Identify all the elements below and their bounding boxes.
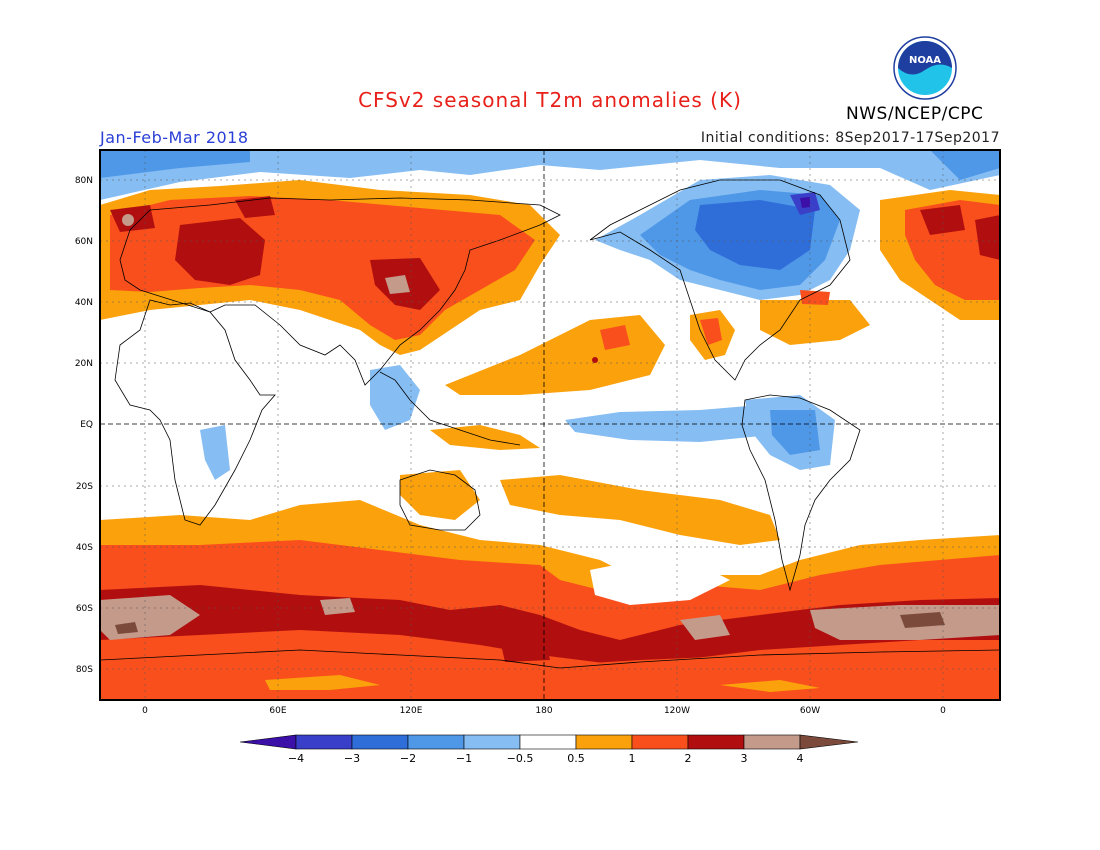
season-label: Jan-Feb-Mar 2018 — [100, 128, 249, 147]
colorbar-segment — [687, 734, 745, 750]
colorbar-label: −2 — [400, 752, 416, 765]
colorbar-segment — [407, 734, 465, 750]
lon-label: 60E — [269, 706, 286, 716]
anomaly-field — [100, 150, 1000, 700]
initial-conditions-label: Initial conditions: 8Sep2017-17Sep2017 — [700, 130, 1000, 146]
lon-label: 60W — [800, 706, 820, 716]
colorbar-label: 2 — [685, 752, 692, 765]
colorbar-segment — [743, 734, 801, 750]
colorbar-label: −4 — [288, 752, 304, 765]
colorbar-segment — [463, 734, 521, 750]
colorbar-label: 4 — [797, 752, 804, 765]
lat-label: 40N — [75, 298, 93, 308]
colorbar-segment — [295, 734, 353, 750]
lon-label: 180 — [535, 706, 552, 716]
colorbar-labels: −4 −3 −2 −1 −0.5 0.5 1 2 3 4 — [288, 752, 804, 765]
colorbar-segments — [239, 734, 859, 750]
longitude-labels: 0 60E 120E 180 120W 60W 0 — [142, 706, 946, 716]
colorbar-segment — [519, 734, 577, 750]
lat-label: 60N — [75, 237, 93, 247]
lat-label: 20N — [75, 359, 93, 369]
map-frame — [99, 149, 1001, 701]
lat-label: 60S — [76, 604, 93, 614]
lat-label: 80S — [76, 665, 93, 675]
map-title: CFSv2 seasonal T2m anomalies (K) — [358, 88, 742, 112]
noaa-logo: NOAA — [893, 36, 957, 100]
colorbar-label: 0.5 — [567, 752, 585, 765]
colorbar-label: −1 — [456, 752, 472, 765]
svg-text:NOAA: NOAA — [909, 55, 941, 66]
colorbar-segment — [631, 734, 689, 750]
latitude-labels: 80N 60N 40N 20N EQ 20S 40S 60S 80S — [75, 176, 93, 675]
lat-label: 40S — [76, 543, 93, 553]
colorbar-arrow-high — [799, 734, 859, 750]
coastlines — [100, 179, 1000, 669]
colorbar-arrow-low — [239, 734, 297, 750]
lon-label: 0 — [142, 706, 148, 716]
colorbar-segment — [351, 734, 409, 750]
lon-label: 0 — [940, 706, 946, 716]
agency-label: NWS/NCEP/CPC — [846, 104, 984, 124]
lon-label: 120W — [664, 706, 690, 716]
colorbar-segment — [575, 734, 633, 750]
lon-label: 120E — [400, 706, 423, 716]
lat-label: EQ — [80, 420, 93, 430]
lat-label: 80N — [75, 176, 93, 186]
colorbar-label: −3 — [344, 752, 360, 765]
colorbar-label: 3 — [741, 752, 748, 765]
colorbar-label: −0.5 — [507, 752, 534, 765]
equator-dateline — [100, 150, 1000, 700]
lat-label: 20S — [76, 482, 93, 492]
graticule — [100, 150, 1000, 700]
colorbar-label: 1 — [629, 752, 636, 765]
